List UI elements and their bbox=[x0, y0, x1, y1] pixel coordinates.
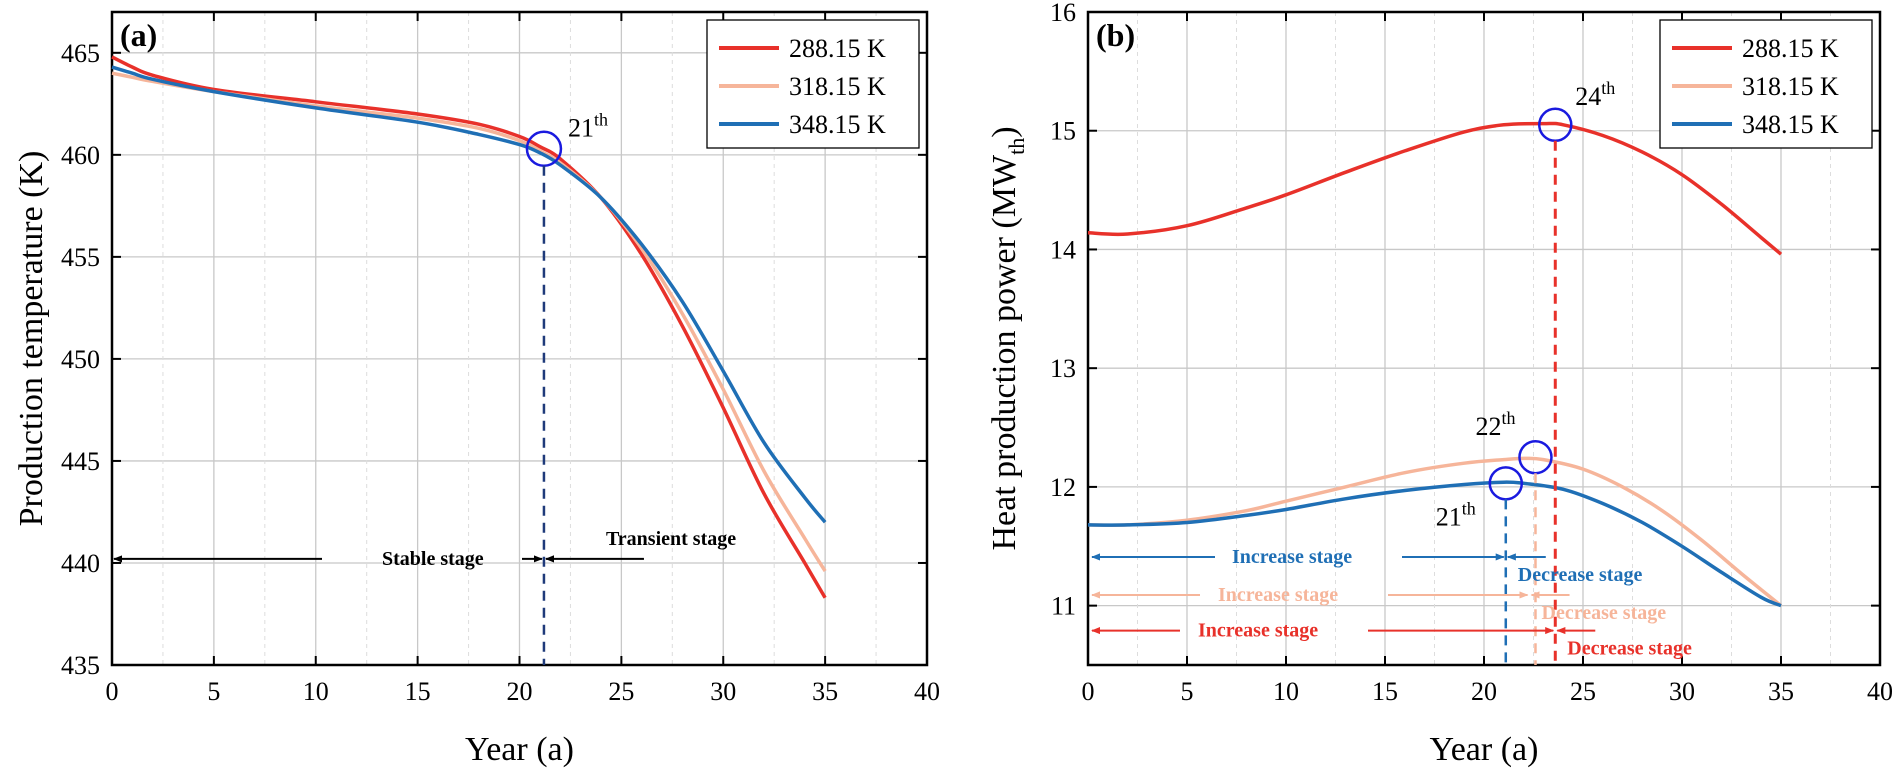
panel-label: (a) bbox=[120, 17, 157, 53]
y-tick-label: 450 bbox=[61, 345, 100, 374]
y-tick-label: 16 bbox=[1050, 0, 1076, 27]
increase-stage-label: Increase stage bbox=[1198, 620, 1318, 642]
x-tick-label: 25 bbox=[608, 677, 634, 706]
series-line-2 bbox=[111, 65, 827, 524]
circle-label: 24th bbox=[1575, 78, 1615, 111]
circle-label: 21th bbox=[568, 110, 608, 143]
x-tick-label: 15 bbox=[405, 677, 431, 706]
increase-stage-label: Increase stage bbox=[1218, 584, 1338, 606]
x-tick-label: 20 bbox=[507, 677, 533, 706]
legend: 288.15 K 318.15 K 348.15 K bbox=[706, 19, 920, 149]
x-tick-label: 35 bbox=[1768, 677, 1794, 706]
y-tick-label: 440 bbox=[61, 549, 100, 578]
circle-label-superscript: th bbox=[1501, 408, 1515, 428]
legend-entry: 348.15 K bbox=[789, 110, 886, 139]
y-tick-label: 435 bbox=[61, 651, 100, 680]
series-lines bbox=[1087, 121, 1783, 608]
legend: 288.15 K 318.15 K 348.15 K bbox=[1659, 19, 1873, 149]
x-tick-label: 0 bbox=[1082, 677, 1095, 706]
circle-label-superscript: th bbox=[1462, 498, 1476, 518]
y-axis-title: Heat production power (MWth) bbox=[986, 126, 1029, 550]
x-tick-label: 10 bbox=[303, 677, 329, 706]
y-tick-label: 13 bbox=[1050, 354, 1076, 383]
legend-entry: 318.15 K bbox=[1742, 72, 1839, 101]
circle-label-superscript: th bbox=[1601, 78, 1615, 98]
decrease-stage-label: Decrease stage bbox=[1518, 564, 1643, 586]
series-line-2 bbox=[1087, 480, 1782, 608]
circle-label-base: 21 bbox=[1436, 502, 1462, 531]
panel-a: 0 5 10 15 20 25 30 35 40 435 440 445 450 455 460 465 Yea… bbox=[13, 10, 940, 768]
decrease-stage-label: Decrease stage bbox=[1567, 638, 1692, 660]
y-axis-title-subscript: th bbox=[1004, 138, 1029, 155]
x-tick-label: 0 bbox=[106, 677, 119, 706]
circle-label: 22th bbox=[1475, 408, 1515, 441]
annotations: 21th Stable stage Transient stage bbox=[113, 110, 736, 665]
legend-entry: 288.15 K bbox=[789, 34, 886, 63]
series-line-1 bbox=[1087, 456, 1783, 607]
x-tick-label: 35 bbox=[812, 677, 838, 706]
circle-label-superscript: th bbox=[594, 110, 608, 130]
x-tick-label: 30 bbox=[710, 677, 736, 706]
y-tick-label: 460 bbox=[61, 141, 100, 170]
circle-label-base: 21 bbox=[568, 114, 594, 143]
series-line-0 bbox=[111, 55, 827, 599]
x-tick-label: 10 bbox=[1273, 677, 1299, 706]
transient-stage-label: Transient stage bbox=[606, 528, 736, 550]
y-axis-title-end: ) bbox=[986, 126, 1023, 137]
x-tick-label: 25 bbox=[1570, 677, 1596, 706]
x-tick-label: 40 bbox=[914, 677, 940, 706]
x-tick-label: 5 bbox=[1181, 677, 1194, 706]
y-tick-label: 445 bbox=[61, 447, 100, 476]
y-tick-label: 14 bbox=[1050, 235, 1076, 264]
panel-label: (b) bbox=[1096, 17, 1135, 53]
series-line-0 bbox=[1087, 121, 1783, 256]
y-tick-label: 465 bbox=[61, 39, 100, 68]
axis-ticks: 0 5 10 15 20 25 30 35 40 435 440 445 450 455 460 465 bbox=[61, 12, 940, 706]
y-axis-title: Production temperature (K) bbox=[13, 151, 50, 527]
circle-label-base: 24 bbox=[1575, 82, 1601, 111]
x-tick-label: 20 bbox=[1471, 677, 1497, 706]
x-axis-title: Year (a) bbox=[465, 731, 574, 768]
stable-stage-label: Stable stage bbox=[382, 548, 484, 570]
y-axis-title-main: Heat production power (MW bbox=[986, 154, 1023, 551]
y-tick-label: 12 bbox=[1050, 473, 1076, 502]
x-axis-title: Year (a) bbox=[1430, 731, 1539, 768]
increase-stage-label: Increase stage bbox=[1232, 546, 1352, 568]
x-tick-label: 40 bbox=[1867, 677, 1893, 706]
axis-ticks: 0 5 10 15 20 25 30 35 40 11 12 13 14 15 16 bbox=[1050, 0, 1893, 706]
x-tick-label: 15 bbox=[1372, 677, 1398, 706]
y-tick-label: 455 bbox=[61, 243, 100, 272]
circle-label: 21th bbox=[1436, 498, 1476, 531]
panel-b: 0 5 10 15 20 25 30 35 40 11 12 13 14 15 16 Year (a) Heat… bbox=[986, 0, 1893, 768]
legend-entry: 348.15 K bbox=[1742, 110, 1839, 139]
y-tick-label: 15 bbox=[1050, 117, 1076, 146]
series-lines bbox=[111, 55, 827, 599]
decrease-stage-label: Decrease stage bbox=[1542, 602, 1667, 624]
legend-entry: 288.15 K bbox=[1742, 34, 1839, 63]
y-tick-label: 11 bbox=[1051, 592, 1076, 621]
x-tick-label: 30 bbox=[1669, 677, 1695, 706]
circle-label-base: 22 bbox=[1475, 412, 1501, 441]
x-tick-label: 5 bbox=[207, 677, 220, 706]
legend-entry: 318.15 K bbox=[789, 72, 886, 101]
